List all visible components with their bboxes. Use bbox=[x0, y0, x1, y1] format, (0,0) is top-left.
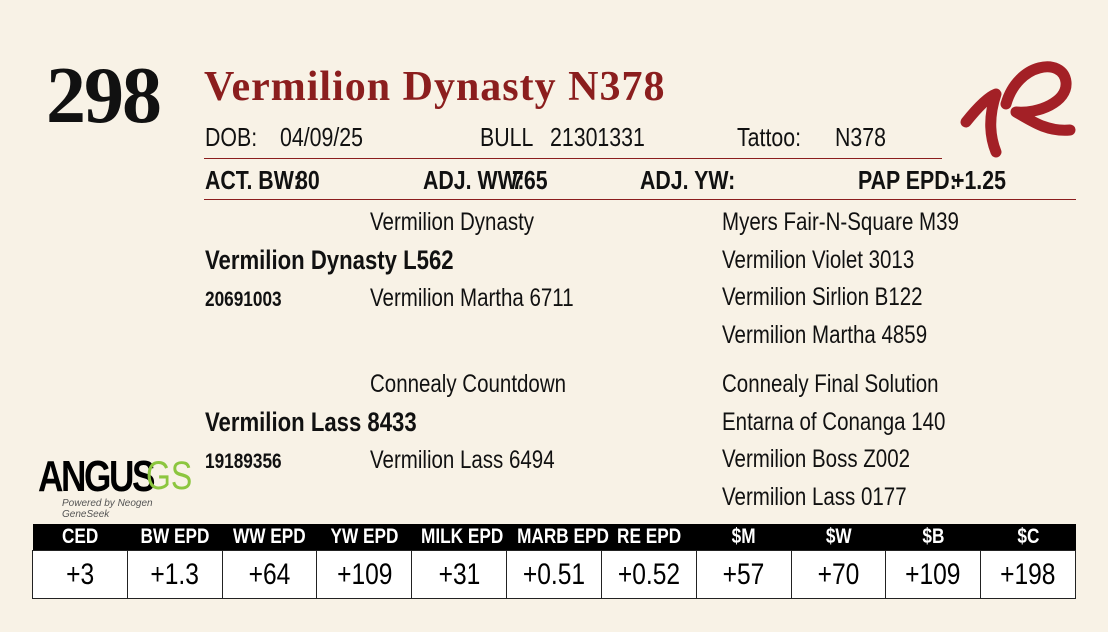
epd-value-text: +64 bbox=[248, 557, 291, 591]
epd-value-text: +0.52 bbox=[617, 557, 680, 591]
epd-value-text: +70 bbox=[817, 557, 860, 591]
epd-value-text: +109 bbox=[336, 557, 393, 591]
yw-label: ADJ. YW: bbox=[640, 165, 736, 195]
granddam: Vermilion Martha 6711 bbox=[370, 284, 574, 312]
column-header-text: YW EPD bbox=[330, 525, 399, 548]
animal-name: Vermilion Dynasty N378 bbox=[204, 64, 666, 110]
grandsire: Vermilion Dynasty bbox=[370, 208, 535, 236]
great-grandparent: Vermilion Sirlion B122 bbox=[722, 283, 923, 311]
parent-registration: 20691003 bbox=[205, 288, 282, 311]
column-header-text: $M bbox=[731, 525, 756, 548]
column-header-text: MARB EPD bbox=[516, 525, 609, 548]
pap: +1.25 bbox=[952, 165, 1006, 195]
rule bbox=[204, 199, 1076, 200]
column-header: $B bbox=[885, 524, 981, 551]
column-header-text: CED bbox=[61, 525, 99, 548]
column-header: $C bbox=[980, 524, 1076, 551]
epd-value-text: +1.3 bbox=[150, 557, 199, 591]
parent-name: Vermilion Dynasty L562 bbox=[205, 245, 454, 275]
vr-brand-logo bbox=[960, 61, 1076, 158]
value-row: +3 +1.3 +64 +109 +31 +0.51 +0.52 +57 +70 +109 +198 bbox=[32, 550, 1076, 599]
parent-name: Vermilion Lass 8433 bbox=[205, 407, 417, 437]
ww-label: ADJ. WW: bbox=[423, 165, 525, 195]
column-header: CED bbox=[32, 524, 128, 551]
epd-value: +57 bbox=[695, 550, 792, 599]
angus-gs-logo: ANGUS GS Powered by Neogen GeneSeek bbox=[38, 452, 192, 520]
column-header-text: WW EPD bbox=[233, 525, 306, 548]
column-header-text: $W bbox=[825, 525, 852, 548]
great-grandparent: Vermilion Lass 0177 bbox=[722, 482, 907, 511]
pap-label: PAP EPD: bbox=[858, 165, 957, 195]
logo-gs: GS bbox=[146, 454, 193, 498]
epd-value: +109 bbox=[885, 550, 982, 599]
lot-number: 298 bbox=[46, 52, 162, 140]
ww: 765 bbox=[512, 165, 548, 195]
column-header: MARB EPD bbox=[506, 524, 608, 551]
grandsire: Connealy Countdown bbox=[370, 370, 567, 398]
bw: 80 bbox=[296, 165, 320, 195]
great-grandparent: Vermilion Violet 3013 bbox=[722, 245, 915, 274]
column-header: MILK EPD bbox=[411, 524, 507, 551]
logo-tagline: Powered by Neogen GeneSeek bbox=[62, 498, 153, 520]
column-header-text: BW EPD bbox=[140, 525, 210, 548]
epd-value-text: +3 bbox=[65, 557, 94, 591]
dob-label: DOB: bbox=[205, 122, 258, 152]
column-header: BW EPD bbox=[127, 524, 223, 551]
epd-value: +0.52 bbox=[600, 550, 697, 599]
epd-value-text: +109 bbox=[905, 557, 961, 591]
great-grandparent: Entarna of Conanga 140 bbox=[722, 407, 946, 436]
rule bbox=[204, 158, 942, 159]
registration: 21301331 bbox=[550, 122, 645, 152]
sex: BULL bbox=[480, 122, 534, 152]
column-header-text: $C bbox=[1017, 525, 1040, 548]
great-grandparent: Connealy Final Solution bbox=[722, 370, 939, 398]
header-row: CED BW EPD WW EPD YW EPD MILK EPD MARB EPD RE … bbox=[32, 524, 1076, 551]
great-grandparent: Vermilion Boss Z002 bbox=[722, 445, 911, 473]
epd-value-text: +31 bbox=[438, 557, 481, 591]
epd-value: +0.51 bbox=[506, 550, 602, 599]
dob: 04/09/25 bbox=[280, 122, 363, 152]
column-header-text: MILK EPD bbox=[420, 525, 504, 548]
epd-value: +64 bbox=[221, 550, 318, 599]
great-grandparent: Myers Fair-N-Square M39 bbox=[722, 208, 959, 236]
column-header: $W bbox=[791, 524, 886, 551]
granddam: Vermilion Lass 6494 bbox=[370, 446, 555, 474]
column-header: $M bbox=[696, 524, 791, 551]
column-header-text: RE EPD bbox=[616, 525, 681, 548]
column-header: RE EPD bbox=[601, 524, 697, 551]
great-grandparent: Vermilion Martha 4859 bbox=[722, 320, 928, 349]
epd-value-text: +57 bbox=[722, 557, 765, 591]
column-header: WW EPD bbox=[222, 524, 317, 551]
epd-value: +3 bbox=[32, 550, 128, 599]
epd-value-text: +198 bbox=[1000, 557, 1056, 591]
tattoo-label: Tattoo: bbox=[737, 122, 802, 152]
epd-table: CED BW EPD WW EPD YW EPD MILK EPD MARB EPD RE … bbox=[32, 524, 1076, 599]
epd-value-text: +0.51 bbox=[522, 557, 586, 591]
epd-value: +70 bbox=[790, 550, 887, 599]
column-header-text: $B bbox=[922, 525, 945, 548]
bw-label: ACT. BW: bbox=[205, 165, 301, 195]
column-header: YW EPD bbox=[316, 524, 412, 551]
epd-value: +198 bbox=[980, 550, 1076, 599]
tattoo: N378 bbox=[835, 122, 886, 152]
epd-value: +109 bbox=[316, 550, 413, 599]
epd-value: +1.3 bbox=[126, 550, 223, 599]
logo-angus: ANGUS bbox=[38, 452, 156, 501]
epd-value: +31 bbox=[411, 550, 508, 599]
parent-registration: 19189356 bbox=[205, 450, 282, 473]
